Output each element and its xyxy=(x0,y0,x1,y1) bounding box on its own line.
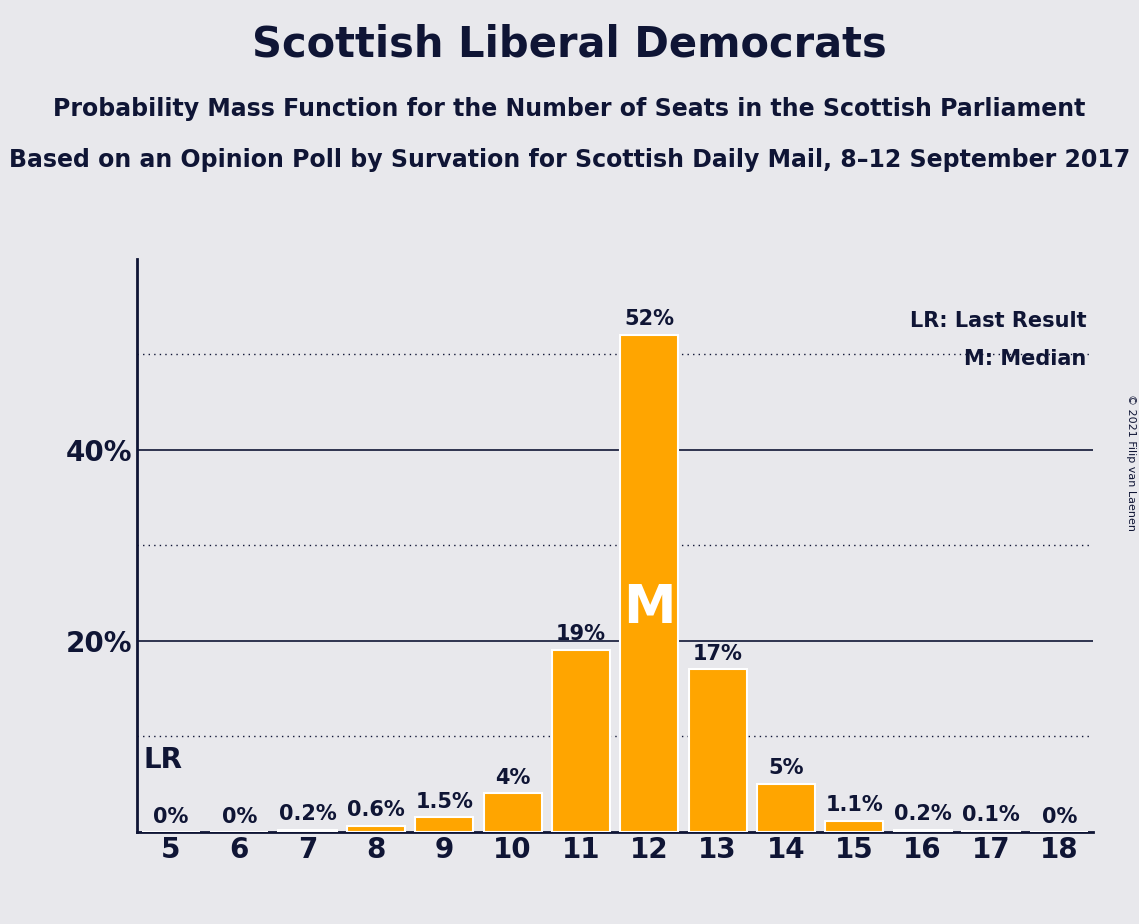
Text: 1.5%: 1.5% xyxy=(416,792,473,811)
Bar xyxy=(415,817,473,832)
Text: 52%: 52% xyxy=(624,310,674,329)
Text: Scottish Liberal Democrats: Scottish Liberal Democrats xyxy=(252,23,887,65)
Bar xyxy=(278,830,336,832)
Text: 0.1%: 0.1% xyxy=(962,805,1019,825)
Text: M: Median: M: Median xyxy=(965,349,1087,369)
Text: Probability Mass Function for the Number of Seats in the Scottish Parliament: Probability Mass Function for the Number… xyxy=(54,97,1085,121)
Bar xyxy=(893,830,951,832)
Bar xyxy=(688,669,746,832)
Text: 5%: 5% xyxy=(768,758,804,778)
Text: 0.2%: 0.2% xyxy=(279,804,336,824)
Text: M: M xyxy=(623,582,675,634)
Text: 0%: 0% xyxy=(1041,807,1077,827)
Bar xyxy=(756,784,814,832)
Text: 4%: 4% xyxy=(494,768,531,787)
Bar xyxy=(825,821,883,832)
Text: 0%: 0% xyxy=(153,807,189,827)
Bar xyxy=(346,826,405,832)
Text: 0.2%: 0.2% xyxy=(894,804,951,824)
Bar xyxy=(620,335,678,832)
Bar xyxy=(961,831,1019,832)
Text: LR: LR xyxy=(144,746,182,774)
Text: 0%: 0% xyxy=(221,807,257,827)
Text: 19%: 19% xyxy=(556,625,606,644)
Text: © 2021 Filip van Laenen: © 2021 Filip van Laenen xyxy=(1126,394,1136,530)
Text: 1.1%: 1.1% xyxy=(826,796,883,815)
Bar xyxy=(551,650,609,832)
Text: 17%: 17% xyxy=(693,643,743,663)
Text: 0.6%: 0.6% xyxy=(347,800,404,821)
Text: LR: Last Result: LR: Last Result xyxy=(910,310,1087,331)
Text: Based on an Opinion Poll by Survation for Scottish Daily Mail, 8–12 September 20: Based on an Opinion Poll by Survation fo… xyxy=(9,148,1130,172)
Bar xyxy=(483,794,541,832)
